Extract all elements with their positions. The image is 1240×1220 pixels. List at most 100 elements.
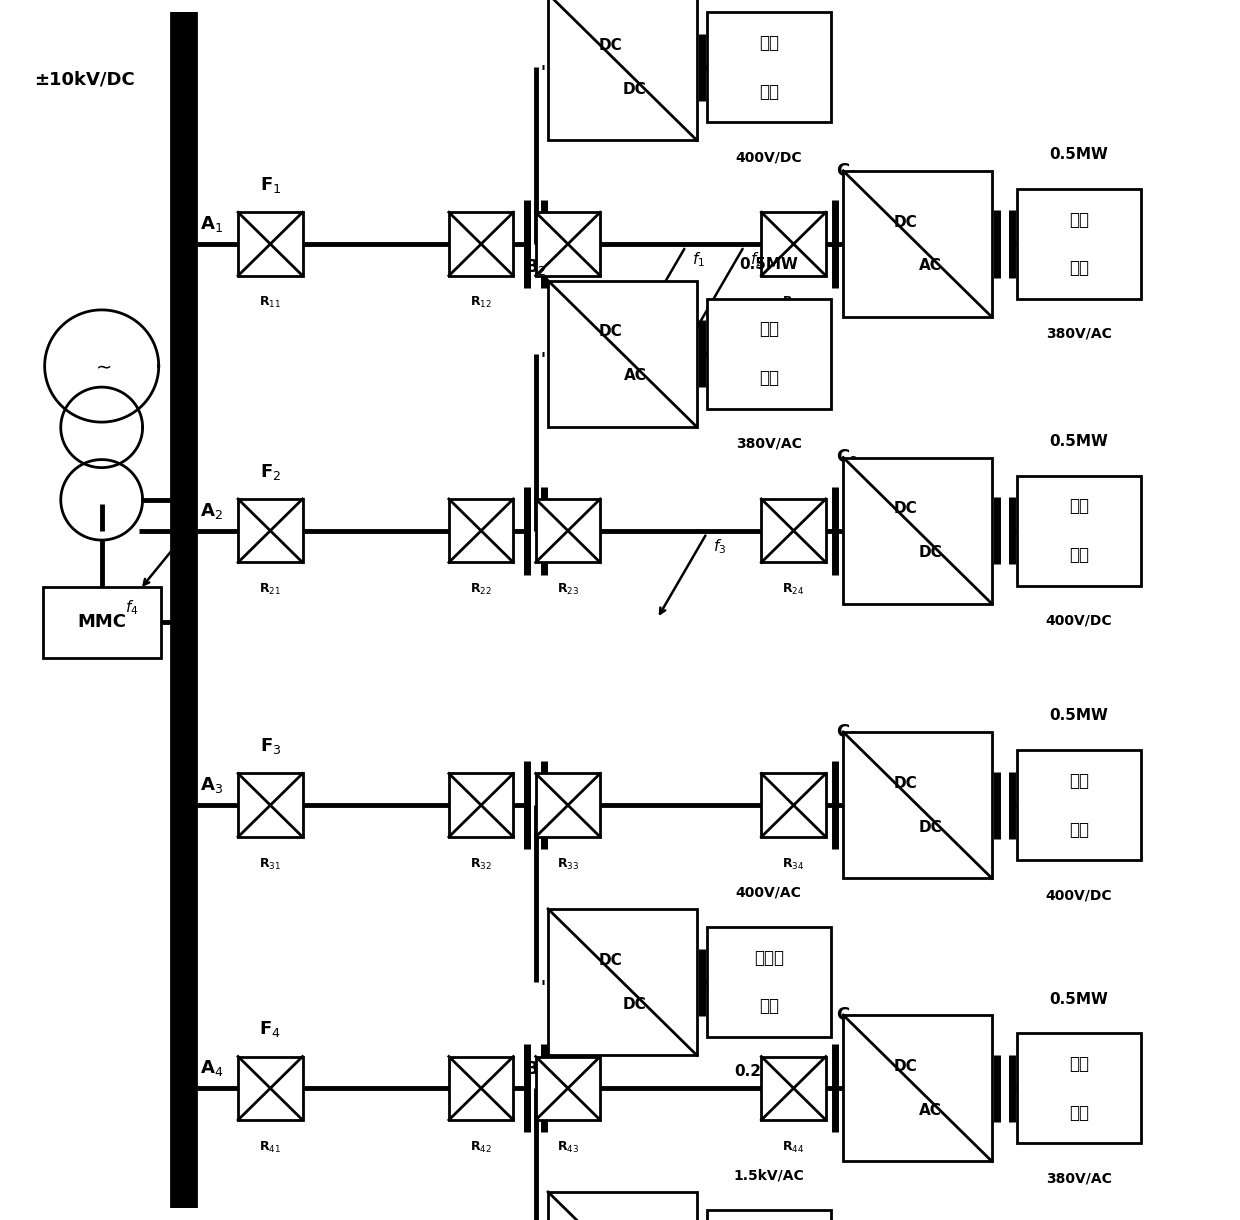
Text: DC: DC — [598, 38, 622, 52]
Text: R$_{24}$: R$_{24}$ — [782, 582, 805, 597]
Text: 交流: 交流 — [759, 321, 779, 338]
Text: R$_{34}$: R$_{34}$ — [782, 856, 805, 871]
Text: F$_4$: F$_4$ — [259, 1020, 281, 1039]
Text: R$_{14}$: R$_{14}$ — [782, 295, 805, 310]
Bar — [1017, 476, 1141, 586]
Bar — [536, 1057, 600, 1120]
Text: C$_2$: C$_2$ — [836, 448, 858, 467]
Text: R$_{43}$: R$_{43}$ — [557, 1139, 579, 1154]
Bar — [238, 212, 303, 276]
Text: DC: DC — [598, 325, 622, 339]
Text: F$_1$: F$_1$ — [259, 176, 281, 195]
Text: R$_{42}$: R$_{42}$ — [470, 1139, 492, 1154]
Bar — [707, 12, 831, 122]
Text: R$_{13}$: R$_{13}$ — [557, 295, 579, 310]
Text: ±10kV/DC: ±10kV/DC — [33, 71, 135, 88]
Text: 0.5MW: 0.5MW — [739, 257, 799, 272]
Text: 400V/DC: 400V/DC — [735, 150, 802, 163]
Bar — [761, 499, 826, 562]
Bar — [42, 587, 160, 658]
Text: 380V/AC: 380V/AC — [735, 437, 802, 450]
Bar — [449, 773, 513, 837]
Text: 交流: 交流 — [1069, 211, 1089, 228]
Bar — [238, 1057, 303, 1120]
Text: 负荷: 负荷 — [759, 370, 779, 387]
Text: AC: AC — [919, 1103, 941, 1118]
Bar — [449, 212, 513, 276]
Bar — [843, 458, 992, 604]
Text: 400V/DC: 400V/DC — [1045, 614, 1112, 627]
Bar — [238, 773, 303, 837]
Bar — [238, 499, 303, 562]
Bar — [1017, 189, 1141, 299]
Bar — [548, 1192, 697, 1220]
Text: R$_{32}$: R$_{32}$ — [470, 856, 492, 871]
Text: DC: DC — [918, 545, 942, 560]
Bar — [761, 212, 826, 276]
Text: $f_3$: $f_3$ — [713, 537, 727, 555]
Text: DC: DC — [918, 820, 942, 834]
Bar — [843, 1015, 992, 1161]
Bar — [536, 212, 600, 276]
Text: B$_2$: B$_2$ — [525, 257, 547, 277]
Text: R$_{11}$: R$_{11}$ — [259, 295, 281, 310]
Text: C$_3$: C$_3$ — [836, 722, 858, 742]
Text: 负荷: 负荷 — [1069, 821, 1089, 838]
Text: DC: DC — [893, 776, 918, 791]
Text: DC: DC — [893, 501, 918, 516]
Bar — [761, 773, 826, 837]
Text: DC: DC — [893, 1059, 918, 1074]
Text: DC: DC — [598, 953, 622, 967]
Text: C$_4$: C$_4$ — [836, 1005, 858, 1025]
Text: A$_2$: A$_2$ — [200, 501, 222, 521]
Text: A$_1$: A$_1$ — [200, 215, 223, 234]
Text: 0.25MW: 0.25MW — [734, 1064, 804, 1078]
Text: 集中式: 集中式 — [754, 949, 784, 966]
Bar — [1017, 750, 1141, 860]
Bar — [707, 1210, 831, 1220]
Text: 负荷: 负荷 — [1069, 547, 1089, 564]
Text: $f_1$: $f_1$ — [692, 250, 706, 268]
Text: AC: AC — [624, 368, 646, 383]
Text: F$_2$: F$_2$ — [259, 462, 281, 482]
Bar — [449, 1057, 513, 1120]
Text: R$_{22}$: R$_{22}$ — [470, 582, 492, 597]
Text: 负荷: 负荷 — [1069, 1104, 1089, 1121]
Bar — [536, 499, 600, 562]
Text: 0.5MW: 0.5MW — [1049, 148, 1109, 162]
Bar — [761, 1057, 826, 1120]
Text: 交流: 交流 — [1069, 1055, 1089, 1072]
Text: 400V/DC: 400V/DC — [1045, 888, 1112, 902]
Bar — [707, 299, 831, 409]
Text: R$_{41}$: R$_{41}$ — [259, 1139, 281, 1154]
Bar — [1017, 1033, 1141, 1143]
Text: DC: DC — [893, 215, 918, 229]
Text: 光伏: 光伏 — [759, 998, 779, 1015]
Text: A$_3$: A$_3$ — [200, 776, 223, 795]
Text: $\sim$: $\sim$ — [92, 356, 112, 376]
Text: $f_2$: $f_2$ — [750, 250, 764, 268]
Bar — [449, 499, 513, 562]
Text: 负荷: 负荷 — [759, 83, 779, 100]
Text: 0.5MW: 0.5MW — [1049, 709, 1109, 723]
Text: AC: AC — [919, 259, 941, 273]
Text: R$_{33}$: R$_{33}$ — [557, 856, 579, 871]
Text: 380V/AC: 380V/AC — [1045, 327, 1112, 340]
Text: 380V/AC: 380V/AC — [1045, 1171, 1112, 1185]
Text: 直流: 直流 — [759, 34, 779, 51]
Text: $f_4$: $f_4$ — [125, 598, 138, 616]
Text: C$_1$: C$_1$ — [836, 161, 858, 181]
Text: R$_{23}$: R$_{23}$ — [557, 582, 579, 597]
Bar — [707, 927, 831, 1037]
Text: R$_{21}$: R$_{21}$ — [259, 582, 281, 597]
Text: F$_3$: F$_3$ — [259, 737, 281, 756]
Text: 直流: 直流 — [1069, 498, 1089, 515]
Text: R$_{31}$: R$_{31}$ — [259, 856, 281, 871]
Text: DC: DC — [622, 997, 647, 1011]
Text: 1.5kV/AC: 1.5kV/AC — [733, 1169, 805, 1182]
Bar — [843, 732, 992, 878]
Text: 400V/AC: 400V/AC — [735, 886, 802, 899]
Text: DC: DC — [622, 82, 647, 96]
Bar — [536, 773, 600, 837]
Bar — [843, 171, 992, 317]
